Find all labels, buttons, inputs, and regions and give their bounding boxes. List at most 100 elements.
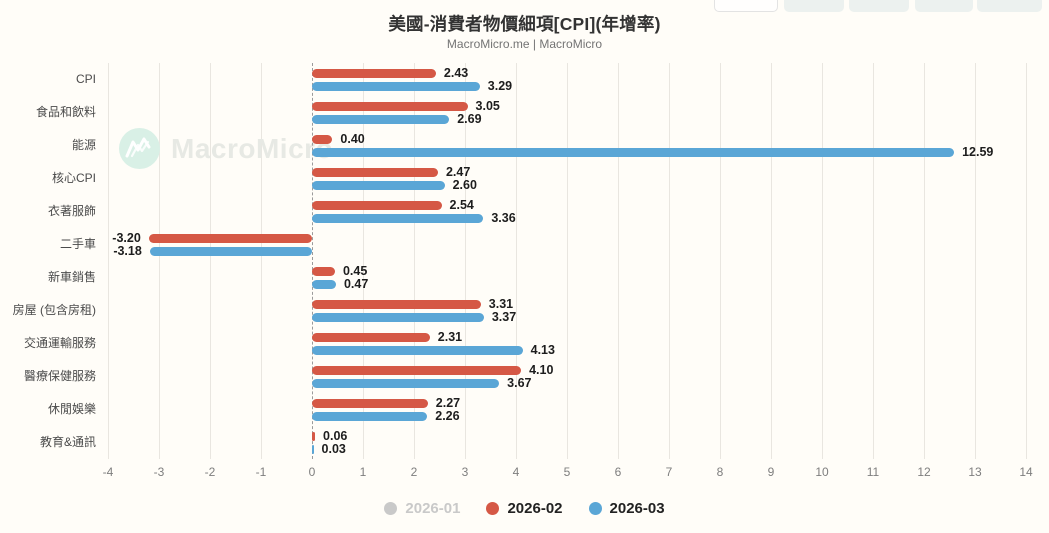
gridline — [567, 63, 568, 459]
bar-2026-03[interactable] — [149, 246, 312, 256]
gridline — [210, 63, 211, 459]
bar-2026-03[interactable] — [312, 180, 445, 190]
chart-row: 3.05 2.69 — [108, 96, 1026, 129]
gridline — [108, 63, 109, 459]
bar-2026-02[interactable] — [312, 398, 428, 408]
legend-label: 2026-02 — [507, 500, 563, 517]
bar-2026-02[interactable] — [312, 431, 316, 441]
toolbar-button-5[interactable] — [977, 0, 1042, 12]
chart-row: 2.43 3.29 — [108, 63, 1026, 96]
value-label: 2.26 — [435, 409, 460, 423]
legend-item-2026-02[interactable]: 2026-02 — [486, 500, 563, 517]
bar-2026-03[interactable] — [312, 81, 480, 91]
value-label: 0.03 — [321, 442, 346, 456]
x-axis-tick-label: 12 — [917, 465, 931, 479]
x-axis-tick-label: 9 — [767, 465, 775, 479]
bar-2026-02[interactable] — [312, 200, 442, 210]
gridline — [924, 63, 925, 459]
value-label: 2.27 — [435, 396, 461, 410]
gridline — [516, 63, 517, 459]
gridline — [414, 63, 415, 459]
legend: 2026-01 2026-02 2026-03 — [0, 500, 1049, 517]
value-label: 4.13 — [530, 343, 555, 357]
legend-item-2026-01[interactable]: 2026-01 — [384, 500, 460, 517]
chart-row: 0.06 0.03 — [108, 426, 1026, 459]
toolbar-button-1[interactable] — [714, 0, 778, 12]
bar-2026-03[interactable] — [312, 147, 955, 157]
value-label: 12.59 — [962, 145, 994, 159]
value-label: 4.10 — [529, 363, 554, 377]
legend-marker-icon — [588, 502, 602, 515]
value-label: 2.31 — [437, 330, 463, 344]
bar-2026-02[interactable] — [312, 299, 481, 309]
legend-marker-icon — [486, 502, 500, 515]
category-label: 醫療保健服務 — [23, 369, 96, 383]
category-label: 交通運輸服務 — [23, 336, 96, 350]
x-axis-tick-label: 13 — [968, 465, 982, 479]
gridline — [1026, 63, 1027, 459]
bar-2026-03[interactable] — [312, 213, 484, 223]
value-label: 2.69 — [457, 112, 482, 126]
legend-marker-icon — [384, 502, 398, 515]
x-axis-tick-label: -3 — [153, 465, 165, 479]
toolbar-button-3[interactable] — [849, 0, 909, 12]
legend-label: 2026-03 — [609, 500, 665, 517]
x-axis-tick-label: 5 — [563, 465, 571, 479]
bar-2026-02[interactable] — [312, 134, 333, 144]
toolbar-button-4[interactable] — [915, 0, 973, 12]
bar-2026-02[interactable] — [312, 101, 468, 111]
chart-row: 2.27 2.26 — [108, 393, 1026, 426]
category-label: 新車銷售 — [47, 270, 96, 284]
toolbar-button-2[interactable] — [784, 0, 844, 12]
gridline — [618, 63, 619, 459]
value-label: 3.05 — [475, 99, 500, 113]
gridline — [465, 63, 466, 459]
bar-2026-02[interactable] — [312, 266, 335, 276]
bar-2026-03[interactable] — [312, 312, 484, 322]
chart-row: 3.31 3.37 — [108, 294, 1026, 327]
bar-2026-02[interactable] — [312, 167, 438, 177]
value-label: -3.20 — [112, 231, 141, 245]
chart-row: -3.20 -3.18 — [108, 228, 1026, 261]
legend-item-2026-03[interactable]: 2026-03 — [588, 500, 665, 517]
category-label: 二手車 — [59, 237, 96, 251]
x-axis-tick-label: 11 — [866, 465, 880, 479]
chart-row: 2.31 4.13 — [108, 327, 1026, 360]
x-axis-tick-label: -1 — [255, 465, 267, 479]
x-axis-tick-label: 7 — [665, 465, 673, 479]
category-label: 房屋 (包含房租) — [12, 303, 96, 317]
category-label: 食品和飲料 — [35, 105, 96, 119]
bar-2026-03[interactable] — [312, 114, 450, 124]
value-label: 3.37 — [491, 310, 517, 324]
value-label: 0.06 — [323, 429, 348, 443]
bar-2026-03[interactable] — [312, 345, 523, 355]
chart-row: 2.54 3.36 — [108, 195, 1026, 228]
x-axis-tick-label: 10 — [815, 465, 829, 479]
x-axis-tick-label: 3 — [461, 465, 469, 479]
bar-2026-02[interactable] — [312, 332, 430, 342]
chart-row: 2.47 2.60 — [108, 162, 1026, 195]
bar-2026-02[interactable] — [148, 233, 312, 243]
chart-row: 0.45 0.47 — [108, 261, 1026, 294]
x-axis-tick-label: -4 — [102, 465, 114, 479]
x-axis-tick-label: 2 — [410, 465, 418, 479]
gridline — [159, 63, 160, 459]
category-label: 教育&通訊 — [39, 435, 96, 449]
zero-baseline — [311, 63, 313, 459]
x-axis-tick-label: -2 — [204, 465, 216, 479]
category-label: CPI — [75, 72, 96, 86]
value-label: -3.18 — [113, 244, 142, 258]
bar-2026-02[interactable] — [312, 68, 436, 78]
value-label: 3.29 — [487, 79, 513, 93]
bar-2026-03[interactable] — [312, 279, 336, 289]
bar-2026-03[interactable] — [312, 411, 428, 421]
bar-2026-03[interactable] — [312, 444, 314, 454]
category-label: 衣著服飾 — [47, 204, 96, 218]
chart-row: 4.10 3.67 — [108, 360, 1026, 393]
category-label: 能源 — [71, 138, 96, 152]
gridline — [720, 63, 721, 459]
bar-2026-03[interactable] — [312, 378, 500, 388]
bar-2026-02[interactable] — [312, 365, 522, 375]
x-axis-tick-label: 14 — [1019, 465, 1033, 479]
